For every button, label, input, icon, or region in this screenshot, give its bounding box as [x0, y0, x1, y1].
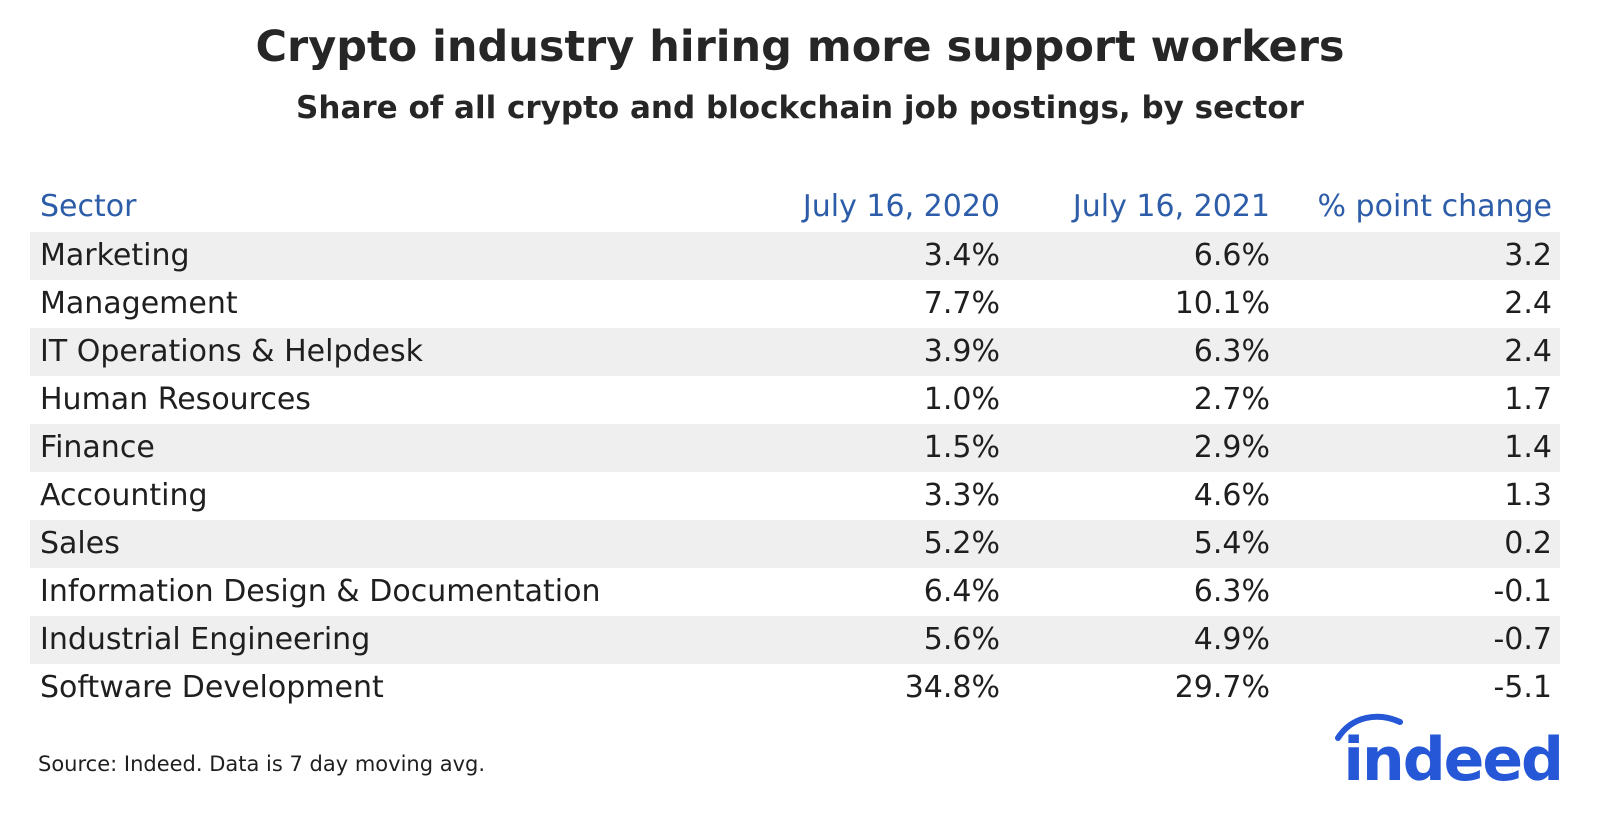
cell-change-value: 0.2 — [1504, 526, 1552, 561]
cell-sector: Finance — [40, 430, 155, 465]
cell-2020-value: 3.9% — [923, 334, 1000, 369]
logo-arc-icon — [1335, 713, 1403, 741]
cell-sector: IT Operations & Helpdesk — [40, 334, 423, 369]
cell-2020-value: 3.4% — [923, 238, 1000, 273]
cell-change-value: -0.7 — [1493, 622, 1552, 657]
cell-sector: Software Development — [40, 670, 384, 705]
cell-sector: Management — [40, 286, 238, 321]
table-row: Industrial Engineering 5.6% 4.9% -0.7 — [30, 616, 1560, 664]
table-row: Marketing 3.4% 6.6% 3.2 — [30, 232, 1560, 280]
table-row: Software Development 34.8% 29.7% -5.1 — [30, 664, 1560, 712]
cell-2021-value: 6.6% — [1193, 238, 1270, 273]
cell-2021-value: 4.6% — [1193, 478, 1270, 513]
cell-2021-value: 29.7% — [1174, 670, 1270, 705]
cell-sector: Marketing — [40, 238, 190, 273]
cell-2021-value: 6.3% — [1193, 574, 1270, 609]
column-header-2020: July 16, 2020 — [802, 189, 1000, 224]
cell-2021-value: 2.9% — [1193, 430, 1270, 465]
table-row: Accounting 3.3% 4.6% 1.3 — [30, 472, 1560, 520]
source-note: Source: Indeed. Data is 7 day moving avg… — [38, 752, 486, 776]
cell-change-value: -5.1 — [1493, 670, 1552, 705]
table-row: Finance 1.5% 2.9% 1.4 — [30, 424, 1560, 472]
cell-2021-value: 10.1% — [1174, 286, 1270, 321]
cell-2020-value: 5.6% — [923, 622, 1000, 657]
cell-change-value: 2.4 — [1504, 286, 1552, 321]
logo-wordmark: indeed — [1343, 725, 1564, 795]
chart-subtitle: Share of all crypto and blockchain job p… — [296, 90, 1304, 126]
column-header-change: % point change — [1317, 189, 1553, 224]
cell-change-value: -0.1 — [1493, 574, 1552, 609]
cell-change-value: 1.3 — [1504, 478, 1552, 513]
table-row: Human Resources 1.0% 2.7% 1.7 — [30, 376, 1560, 424]
cell-2021-value: 4.9% — [1193, 622, 1270, 657]
table-row: Sales 5.2% 5.4% 0.2 — [30, 520, 1560, 568]
cell-2021-value: 6.3% — [1193, 334, 1270, 369]
table-row: IT Operations & Helpdesk 3.9% 6.3% 2.4 — [30, 328, 1560, 376]
table-row: Management 7.7% 10.1% 2.4 — [30, 280, 1560, 328]
table-header-row: Sector July 16, 2020 July 16, 2021 % poi… — [30, 182, 1560, 232]
cell-sector: Sales — [40, 526, 120, 561]
cell-2020-value: 34.8% — [904, 670, 1000, 705]
cell-sector: Human Resources — [40, 382, 311, 417]
cell-2021-value: 2.7% — [1193, 382, 1270, 417]
cell-2020-value: 1.5% — [923, 430, 1000, 465]
table-body: Marketing 3.4% 6.6% 3.2 Management 7.7% 10.1% 2… — [30, 232, 1560, 712]
cell-sector: Industrial Engineering — [40, 622, 371, 657]
cell-sector: Accounting — [40, 478, 208, 513]
cell-2021-value: 5.4% — [1193, 526, 1270, 561]
cell-change-value: 1.4 — [1504, 430, 1552, 465]
data-table: Sector July 16, 2020 July 16, 2021 % poi… — [30, 182, 1560, 712]
cell-change-value: 1.7 — [1504, 382, 1552, 417]
indeed-logo: indeed — [1332, 712, 1564, 795]
cell-2020-value: 5.2% — [923, 526, 1000, 561]
cell-2020-value: 6.4% — [923, 574, 1000, 609]
column-header-2021: July 16, 2021 — [1072, 189, 1270, 224]
chart-title: Crypto industry hiring more support work… — [255, 22, 1345, 72]
cell-sector: Information Design & Documentation — [40, 574, 601, 609]
column-header-sector: Sector — [40, 189, 137, 224]
cell-2020-value: 3.3% — [923, 478, 1000, 513]
cell-change-value: 3.2 — [1504, 238, 1552, 273]
cell-2020-value: 1.0% — [923, 382, 1000, 417]
cell-2020-value: 7.7% — [923, 286, 1000, 321]
table-row: Information Design & Documentation 6.4% 6.… — [30, 568, 1560, 616]
cell-change-value: 2.4 — [1504, 334, 1552, 369]
